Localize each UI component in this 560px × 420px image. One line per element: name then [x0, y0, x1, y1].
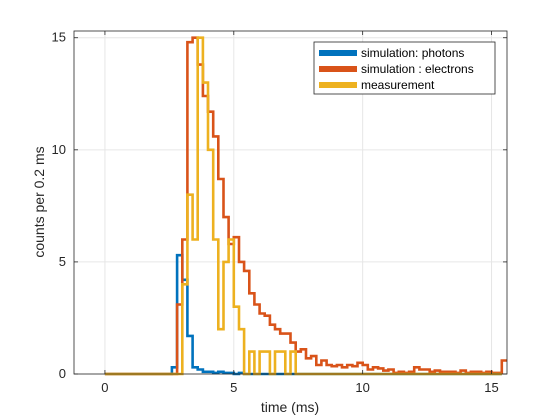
- y-tick-label: 10: [52, 142, 66, 157]
- y-tick-label: 5: [59, 254, 66, 269]
- x-axis-label: time (ms): [261, 399, 319, 415]
- ticks: 0 5 10 15 0 5 10 15: [52, 30, 507, 395]
- legend-label-photons: simulation: photons: [361, 46, 464, 60]
- y-tick-label: 0: [59, 366, 66, 381]
- x-tick-label: 15: [484, 380, 498, 395]
- x-tick-label: 10: [355, 380, 369, 395]
- x-tick-label: 0: [101, 380, 108, 395]
- series-electrons: [104, 36, 507, 376]
- legend-label-electrons: simulation : electrons: [361, 62, 474, 76]
- legend-label-measurement: measurement: [361, 78, 435, 92]
- y-axis-label: counts per 0.2 ms: [31, 146, 47, 257]
- plot-frame: [73, 30, 508, 375]
- x-tick-label: 5: [230, 380, 237, 395]
- y-tick-label: 15: [52, 30, 66, 45]
- legend: simulation: photons simulation : electro…: [313, 41, 496, 95]
